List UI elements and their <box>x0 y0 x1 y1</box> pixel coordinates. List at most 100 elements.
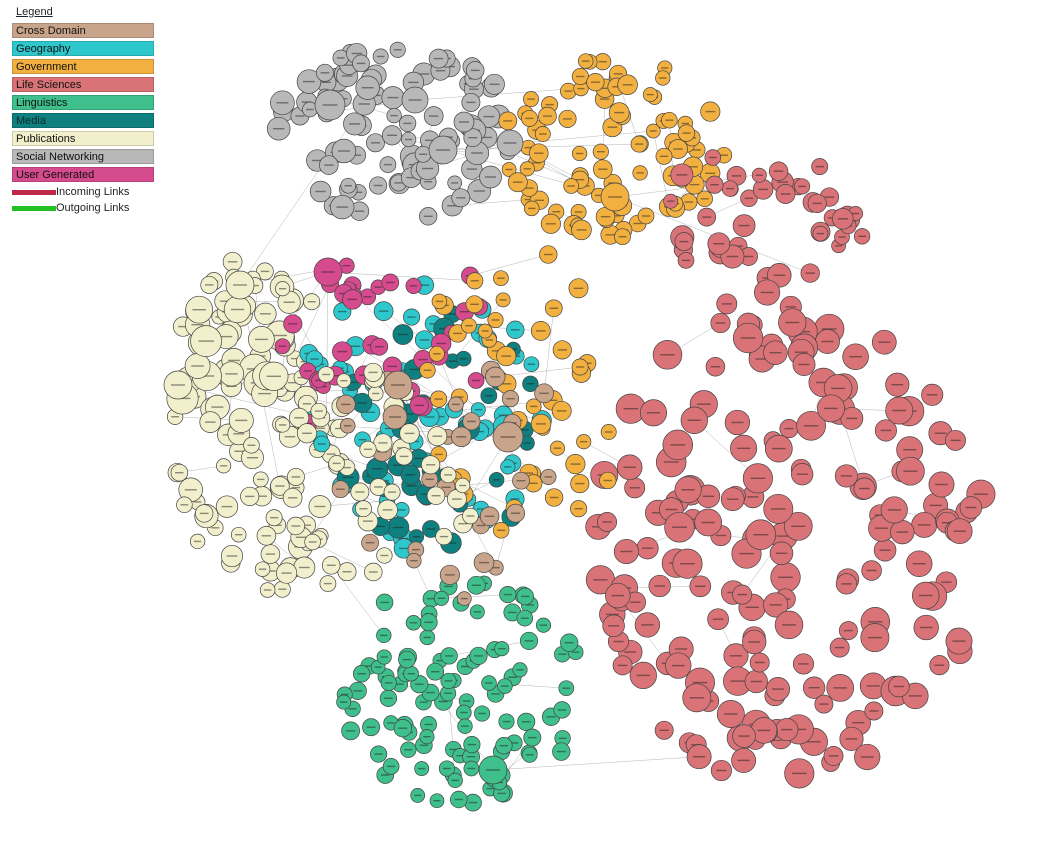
node-label-mark <box>257 495 267 497</box>
legend-item-publications[interactable]: Publications <box>12 131 154 146</box>
node-label-mark <box>866 569 877 572</box>
node-label-mark <box>468 801 478 804</box>
node-label-mark <box>407 673 415 675</box>
node-label-mark <box>595 194 603 197</box>
node-label-mark <box>552 211 561 213</box>
node-label-mark <box>692 681 708 684</box>
node-label-mark <box>342 571 352 573</box>
node-label-mark <box>730 680 745 682</box>
node-label-mark <box>354 210 365 212</box>
node-label-mark <box>443 436 452 438</box>
node-label-mark <box>852 212 860 215</box>
node-label-mark <box>444 474 453 476</box>
node-label-mark <box>323 582 332 585</box>
node-label-mark <box>477 508 485 510</box>
node-label-mark <box>534 199 544 201</box>
node-label-mark <box>791 728 807 731</box>
node-label-mark <box>460 711 468 714</box>
node-label-mark <box>340 701 348 703</box>
node-label-mark <box>659 729 669 731</box>
node-label-mark <box>567 185 575 187</box>
node-label-mark <box>576 366 585 368</box>
legend-item-user-generated[interactable]: User Generated <box>12 167 154 182</box>
node-label-mark <box>687 518 698 520</box>
node-label-mark <box>716 769 727 772</box>
legend-item-government[interactable]: Government <box>12 59 154 74</box>
node-label-mark <box>803 425 819 427</box>
node-label-mark <box>878 341 891 343</box>
node-label-mark <box>519 429 529 431</box>
node-label-mark <box>451 779 459 782</box>
node-label-mark <box>247 444 256 446</box>
node-label-mark <box>306 108 314 111</box>
node-label-mark <box>435 300 444 303</box>
node-label-mark <box>412 536 421 538</box>
node-label-mark <box>459 358 468 360</box>
node-label-mark <box>260 313 271 315</box>
node-label-mark <box>860 756 874 758</box>
node-label-mark <box>623 466 636 468</box>
node-label-mark <box>380 479 389 482</box>
node-label-mark <box>636 172 644 174</box>
node-label-mark <box>680 563 695 565</box>
node-label-mark <box>523 442 531 444</box>
node-label-mark <box>737 593 747 596</box>
node-label-mark <box>608 625 620 627</box>
node-label-mark <box>887 509 901 511</box>
node-label-mark <box>466 515 475 517</box>
node-label-mark <box>433 57 444 60</box>
node-label-mark <box>542 115 552 117</box>
node-label-mark <box>258 568 267 570</box>
node-label-mark <box>366 726 376 728</box>
node-label-mark <box>424 416 435 418</box>
node-label-mark <box>731 175 742 177</box>
node-label-mark <box>593 579 608 581</box>
node-label-mark <box>412 549 420 551</box>
node-label-mark <box>796 473 808 475</box>
legend-item-social-networking[interactable]: Social Networking <box>12 149 154 164</box>
node-label-mark <box>466 756 476 758</box>
node-label-mark <box>539 624 547 626</box>
node-label-mark <box>919 594 933 597</box>
node-label-mark <box>453 332 462 335</box>
node-label-mark <box>467 767 476 770</box>
node-label-mark <box>715 322 726 324</box>
node-label-mark <box>815 165 824 168</box>
node-label-mark <box>346 389 354 391</box>
node-label-mark <box>532 162 541 164</box>
node-label-mark <box>405 474 416 476</box>
legend-item-media[interactable]: Media <box>12 113 154 128</box>
node-label-mark <box>672 526 687 528</box>
node-label-mark <box>754 661 765 664</box>
node-label-mark <box>491 319 500 321</box>
node-label-mark <box>574 211 583 213</box>
node-label-mark <box>445 574 455 576</box>
legend-item-life-sciences[interactable]: Life Sciences <box>12 77 154 92</box>
node-label-mark <box>384 697 393 699</box>
node-label-mark <box>409 622 418 624</box>
node-label-mark <box>798 663 809 665</box>
node-label-mark <box>600 87 610 89</box>
node-label-mark <box>303 80 315 83</box>
node-label-mark <box>324 164 334 166</box>
node-label-mark <box>451 182 459 184</box>
node-label-mark <box>780 193 791 195</box>
node-label-mark <box>387 365 398 368</box>
legend-item-linguistics[interactable]: Linguistics <box>12 95 154 110</box>
node-label-mark <box>486 787 494 790</box>
legend-item-cross-domain[interactable]: Cross Domain <box>12 23 154 38</box>
node-label-mark <box>523 168 531 170</box>
node-label-mark <box>191 324 204 326</box>
node-label-mark <box>941 581 952 583</box>
node-label-mark <box>498 648 506 650</box>
node-label-mark <box>524 640 534 642</box>
node-label-mark <box>950 439 961 442</box>
node-label-mark <box>547 399 558 401</box>
node-label-mark <box>226 555 238 557</box>
node-label-mark <box>341 75 353 77</box>
legend-item-geography[interactable]: Geography <box>12 41 154 56</box>
node-label-mark <box>575 482 585 485</box>
node-label-mark <box>935 483 948 486</box>
node-label-mark <box>193 501 202 503</box>
